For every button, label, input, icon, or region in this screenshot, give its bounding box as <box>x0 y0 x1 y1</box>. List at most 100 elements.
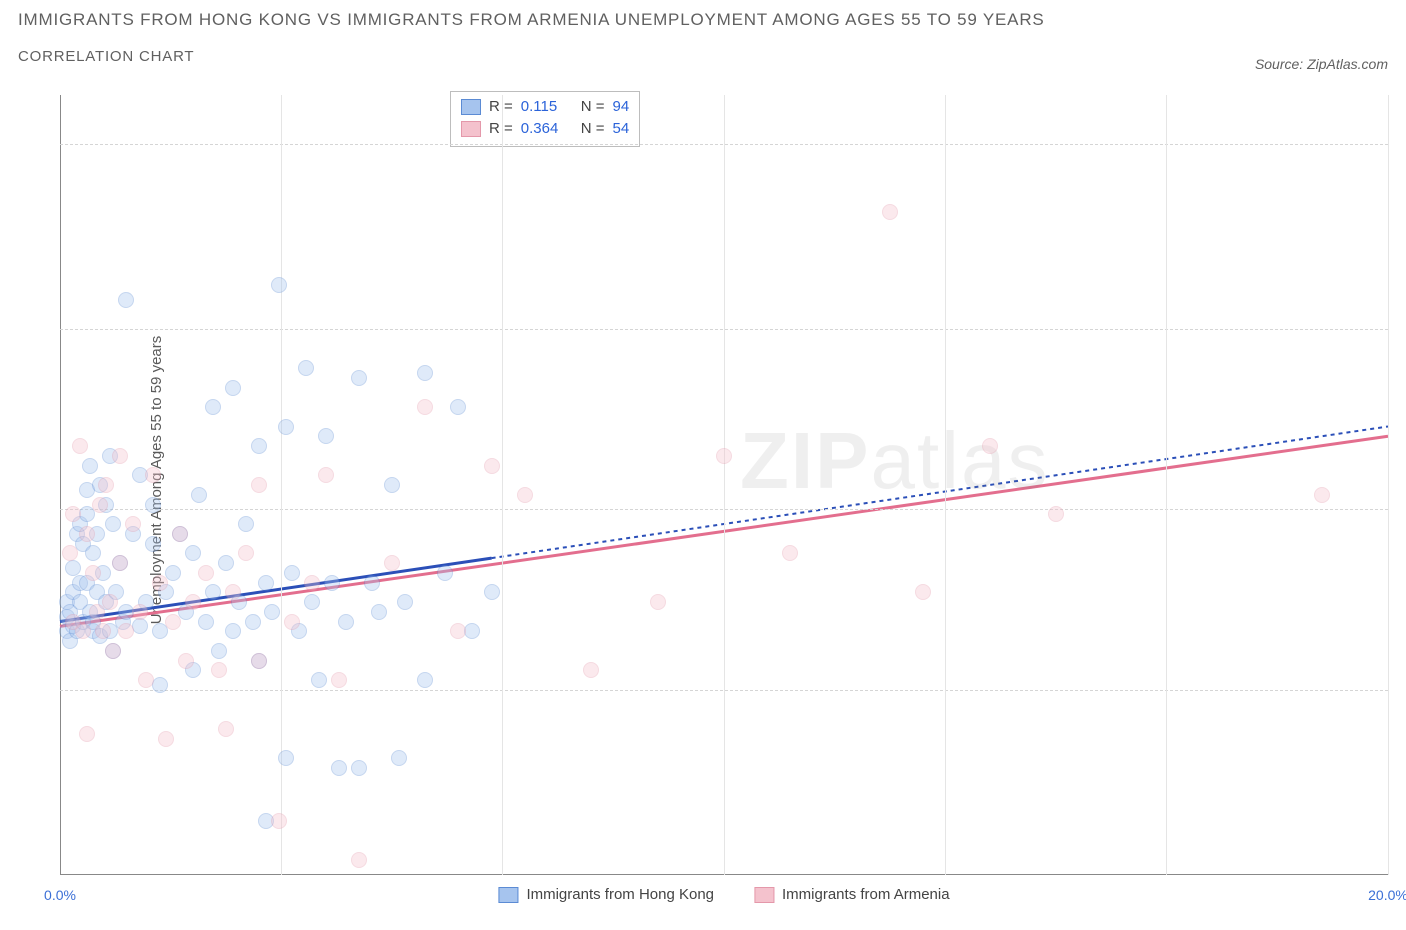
scatter-point <box>79 526 95 542</box>
scatter-point <box>1048 506 1064 522</box>
correlation-legend: R =0.115N =94R =0.364N =54 <box>450 91 640 147</box>
scatter-point <box>450 623 466 639</box>
scatter-point <box>278 419 294 435</box>
scatter-point <box>716 448 732 464</box>
scatter-point <box>145 497 161 513</box>
scatter-point <box>351 370 367 386</box>
scatter-point <box>102 594 118 610</box>
legend-n-label: N = <box>581 118 605 140</box>
scatter-point <box>238 545 254 561</box>
scatter-point <box>517 487 533 503</box>
gridline-v <box>502 95 503 875</box>
watermark: ZIPatlas <box>740 415 1049 507</box>
scatter-point <box>205 399 221 415</box>
scatter-point <box>82 458 98 474</box>
scatter-point <box>484 458 500 474</box>
scatter-point <box>304 594 320 610</box>
scatter-point <box>324 575 340 591</box>
scatter-point <box>218 555 234 571</box>
chart-title-line1: IMMIGRANTS FROM HONG KONG VS IMMIGRANTS … <box>18 10 1388 30</box>
legend-n-label: N = <box>581 96 605 118</box>
scatter-point <box>65 506 81 522</box>
scatter-point <box>437 565 453 581</box>
legend-row: R = 0.115 N = 94 <box>461 96 629 118</box>
scatter-point <box>211 643 227 659</box>
scatter-point <box>225 623 241 639</box>
scatter-point <box>152 575 168 591</box>
scatter-point <box>118 623 134 639</box>
watermark-rest: atlas <box>870 416 1049 505</box>
legend-r-label: R = <box>489 96 513 118</box>
scatter-point <box>484 584 500 600</box>
scatter-point <box>85 565 101 581</box>
scatter-point <box>225 584 241 600</box>
scatter-point <box>75 623 91 639</box>
scatter-point <box>284 565 300 581</box>
scatter-point <box>251 477 267 493</box>
legend-r-label: R = <box>489 118 513 140</box>
scatter-point <box>304 575 320 591</box>
scatter-point <box>278 750 294 766</box>
scatter-point <box>95 623 111 639</box>
scatter-point <box>158 731 174 747</box>
source-label: Source: ZipAtlas.com <box>1255 56 1388 72</box>
legend-swatch <box>754 887 774 903</box>
scatter-point <box>338 614 354 630</box>
scatter-point <box>351 760 367 776</box>
scatter-point <box>191 487 207 503</box>
scatter-point <box>417 399 433 415</box>
scatter-point <box>397 594 413 610</box>
scatter-point <box>264 604 280 620</box>
chart-title-line2: CORRELATION CHART <box>18 48 1388 65</box>
scatter-point <box>371 604 387 620</box>
scatter-point <box>258 575 274 591</box>
scatter-point <box>251 438 267 454</box>
y-axis-line <box>60 95 61 875</box>
legend-r-value: 0.115 <box>521 96 573 118</box>
scatter-point <box>205 584 221 600</box>
scatter-point <box>225 380 241 396</box>
legend-n-value: 94 <box>613 96 630 118</box>
scatter-point <box>364 575 380 591</box>
legend-swatch <box>498 887 518 903</box>
scatter-point <box>251 653 267 669</box>
scatter-point <box>271 813 287 829</box>
gridline-v <box>1388 95 1389 875</box>
legend-n-value: 54 <box>613 118 630 140</box>
scatter-point <box>85 545 101 561</box>
series-legend-label: Immigrants from Armenia <box>782 886 950 903</box>
scatter-point <box>384 555 400 571</box>
scatter-point <box>138 672 154 688</box>
gridline-v <box>945 95 946 875</box>
scatter-point <box>417 672 433 688</box>
x-tick-label: 20.0% <box>1368 887 1406 903</box>
series-legend: Immigrants from Hong Kong Immigrants from… <box>498 886 949 903</box>
scatter-point <box>62 545 78 561</box>
scatter-point <box>112 448 128 464</box>
scatter-point <box>245 614 261 630</box>
scatter-point <box>172 526 188 542</box>
scatter-point <box>112 555 128 571</box>
scatter-point <box>318 428 334 444</box>
scatter-point <box>165 565 181 581</box>
scatter-point <box>118 292 134 308</box>
scatter-point <box>384 477 400 493</box>
scatter-point <box>198 565 214 581</box>
scatter-point <box>211 662 227 678</box>
scatter-point <box>284 614 300 630</box>
scatter-point <box>417 365 433 381</box>
gridline-v <box>1166 95 1167 875</box>
trend-line-extended <box>492 427 1388 559</box>
scatter-point <box>318 467 334 483</box>
scatter-point <box>145 536 161 552</box>
scatter-point <box>98 477 114 493</box>
scatter-point <box>331 760 347 776</box>
scatter-point <box>982 438 998 454</box>
series-legend-item: Immigrants from Hong Kong <box>498 886 714 903</box>
scatter-point <box>650 594 666 610</box>
scatter-point <box>238 516 254 532</box>
scatter-point <box>178 653 194 669</box>
scatter-point <box>132 604 148 620</box>
scatter-point <box>165 614 181 630</box>
scatter-point <box>198 614 214 630</box>
